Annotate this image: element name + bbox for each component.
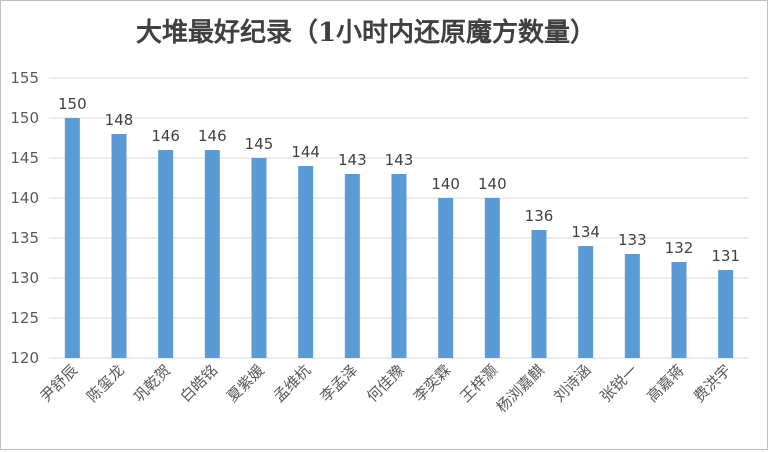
data-labels: 150 148 146 146 145 144 143 143 140 140 136 134 133 1…: [58, 95, 740, 265]
bar: [671, 262, 687, 358]
category-label: 陈玺龙: [83, 361, 128, 406]
category-label: 刘诗涵: [550, 361, 595, 406]
y-tick-label: 120: [10, 349, 39, 367]
y-tick-label: 150: [10, 109, 39, 127]
bar: [344, 174, 360, 358]
category-label: 李孟泽: [317, 361, 362, 406]
category-label: 费洪宇: [690, 361, 735, 406]
category-label: 巩乾贺: [130, 361, 175, 406]
data-label: 144: [291, 143, 320, 161]
data-label: 133: [618, 231, 647, 249]
chart-title: 大堆最好纪录（1小时内还原魔方数量）: [136, 17, 596, 48]
category-label: 白皓铭: [177, 361, 222, 406]
bar: [204, 150, 220, 358]
bar: [624, 254, 640, 358]
data-label: 134: [571, 223, 600, 241]
y-tick-label: 155: [10, 69, 39, 87]
bar: [718, 270, 734, 358]
category-label: 尹舒辰: [37, 361, 82, 406]
category-label: 李奕霖: [410, 361, 455, 406]
bar: [111, 134, 127, 358]
y-tick-label: 130: [10, 269, 39, 287]
category-label: 王梓灏: [457, 361, 502, 406]
bar: [298, 166, 314, 358]
category-label: 杨浏嘉麒: [493, 361, 548, 416]
bar: [391, 174, 407, 358]
data-label: 146: [151, 127, 180, 145]
data-label: 150: [58, 95, 87, 113]
bar: [251, 158, 267, 358]
bar: [531, 230, 547, 358]
bars: [64, 118, 734, 358]
category-label: 何佳豫: [363, 361, 408, 406]
y-axis-tick-labels: 120 125 130 135 140 145 150 155: [10, 69, 39, 367]
y-tick-label: 135: [10, 229, 39, 247]
category-label: 张锐一: [597, 361, 642, 406]
y-tick-label: 125: [10, 309, 39, 327]
bar: [438, 198, 454, 358]
data-label: 131: [711, 247, 740, 265]
data-label: 132: [665, 239, 694, 257]
data-label: 146: [198, 127, 227, 145]
category-label: 孟维杭: [270, 361, 315, 406]
category-label: 夏紫媛: [223, 361, 268, 406]
data-label: 143: [338, 151, 367, 169]
y-tick-label: 140: [10, 189, 39, 207]
bar: [578, 246, 594, 358]
data-label: 140: [431, 175, 460, 193]
bar: [64, 118, 80, 358]
bar: [158, 150, 174, 358]
category-label: 高嘉蒋: [643, 361, 688, 406]
data-label: 140: [478, 175, 507, 193]
y-tick-label: 145: [10, 149, 39, 167]
data-label: 136: [525, 207, 554, 225]
data-label: 148: [105, 111, 134, 129]
data-label: 145: [245, 135, 274, 153]
bar: [484, 198, 500, 358]
data-label: 143: [385, 151, 414, 169]
